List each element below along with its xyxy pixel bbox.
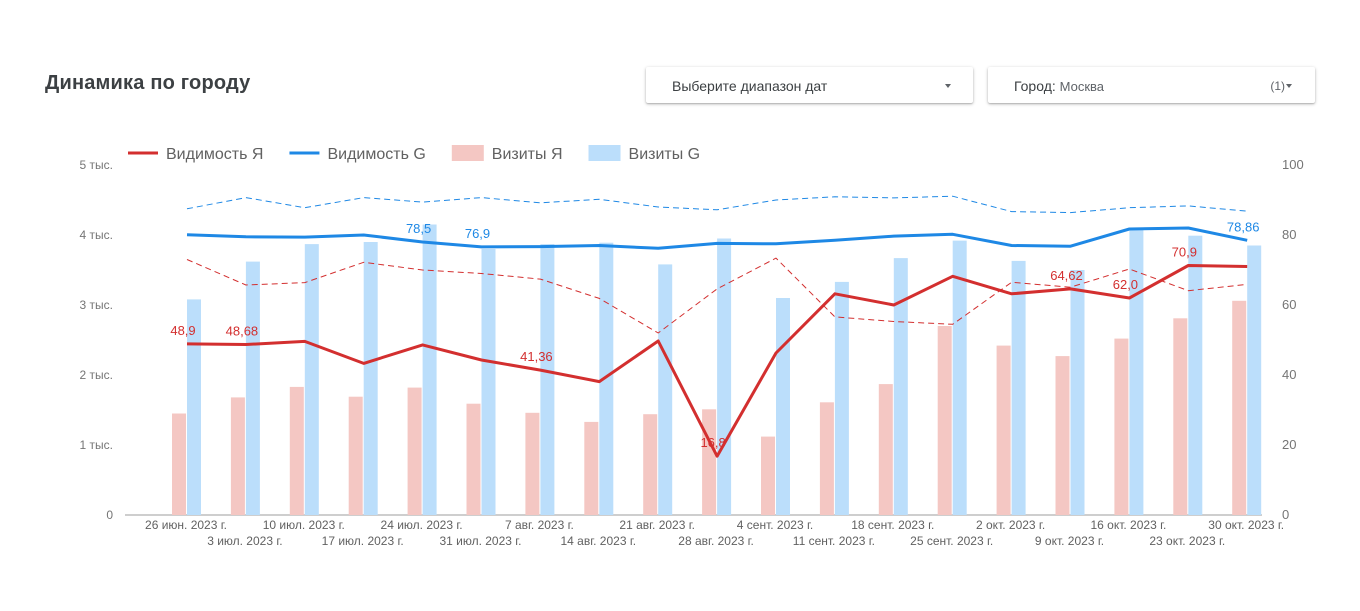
data-label: 41,36	[520, 349, 553, 364]
bar-visits-g	[1070, 270, 1085, 515]
x-tick-label: 24 июл. 2023 г.	[381, 518, 463, 532]
y-left-tick-label: 2 тыс.	[80, 368, 113, 382]
bar-visits-ya	[937, 326, 952, 515]
bar-visits-ya	[996, 345, 1011, 515]
bar-visits-ya	[1114, 338, 1129, 515]
bar-visits-g	[1188, 235, 1203, 515]
x-tick-label: 28 авг. 2023 г.	[678, 534, 754, 548]
bar-visits-g	[1011, 260, 1026, 515]
date-range-dropdown[interactable]: Выберите диапазон дат	[646, 67, 973, 103]
x-tick-label: 4 сент. 2023 г.	[737, 518, 813, 532]
y-left-tick-label: 0	[106, 508, 113, 522]
bar-visits-ya	[761, 436, 775, 515]
bar-visits-g	[893, 258, 908, 515]
x-tick-label: 30 окт. 2023 г.	[1208, 518, 1284, 532]
bar-visits-ya	[1173, 318, 1188, 515]
y-right-tick-label: 0	[1282, 507, 1289, 522]
x-tick-label: 14 авг. 2023 г.	[561, 534, 637, 548]
legend-label: Видимость Я	[166, 146, 263, 163]
bar-visits-g	[481, 249, 496, 515]
line-visibility-g	[186, 226, 1248, 250]
bar-visits-ya	[643, 414, 658, 515]
data-label: 78,86	[1227, 219, 1260, 234]
bar-visits-ya	[466, 403, 481, 515]
y-right-tick-label: 20	[1282, 437, 1296, 452]
x-tick-label: 9 окт. 2023 г.	[1035, 534, 1104, 548]
legend-label: Визиты G	[629, 146, 701, 163]
city-filter-label: Город	[1014, 78, 1052, 94]
city-filter-value: Москва	[1059, 79, 1105, 94]
bar-visits-g	[834, 281, 849, 515]
y-left-tick-label: 3 тыс.	[80, 298, 113, 312]
y-right-tick-label: 60	[1282, 297, 1296, 312]
bar-visits-g	[363, 242, 378, 515]
bar-visits-ya	[525, 412, 540, 515]
bar-visits-g	[658, 264, 673, 515]
city-filter-count: (1)	[1270, 79, 1285, 93]
data-label: 48,68	[226, 324, 259, 339]
bar-visits-g	[1129, 228, 1144, 515]
bar-visits-g	[540, 244, 555, 515]
bar-visits-ya	[1232, 300, 1247, 515]
legend-label: Видимость G	[327, 146, 425, 163]
x-tick-label: 7 авг. 2023 г.	[505, 518, 574, 532]
bar-visits-g	[952, 240, 967, 515]
bar-visits-g	[1247, 245, 1262, 515]
bar-visits-g	[599, 242, 614, 515]
bar-visits-g	[717, 238, 732, 515]
y-left-tick-label: 1 тыс.	[80, 438, 113, 452]
bar-visits-ya	[702, 409, 717, 515]
x-tick-label: 17 июл. 2023 г.	[322, 534, 404, 548]
city-filter-dropdown[interactable]: Город: Москва (1)	[988, 67, 1315, 103]
x-tick-label: 26 июн. 2023 г.	[145, 518, 227, 532]
dashed-trend-line	[186, 257, 1248, 334]
data-label: 76,9	[465, 226, 490, 241]
data-label: 16,8	[700, 435, 725, 450]
bar-visits-ya	[289, 386, 304, 515]
legend-box-swatch	[588, 145, 621, 161]
date-range-label: Выберите диапазон дат	[672, 78, 828, 94]
chart-title: Динамика по городу	[45, 72, 251, 94]
bar-visits-ya	[584, 421, 599, 515]
bar-visits-ya	[230, 397, 245, 515]
data-label: 48,9	[170, 323, 195, 338]
y-right-tick-label: 40	[1282, 367, 1296, 382]
legend-label: Визиты Я	[492, 146, 563, 163]
legend-box-swatch	[451, 145, 484, 161]
data-label: 64,62	[1050, 268, 1083, 283]
dashed-trend-line	[186, 195, 1248, 214]
y-left-tick-label: 5 тыс.	[80, 158, 113, 172]
bar-visits-ya	[819, 402, 834, 515]
x-tick-label: 16 окт. 2023 г.	[1090, 518, 1166, 532]
line-visibility-ya	[186, 264, 1248, 458]
bar-visits-ya	[878, 384, 893, 515]
y-right-tick-label: 80	[1282, 227, 1296, 242]
x-tick-label: 25 сент. 2023 г.	[910, 534, 993, 548]
bar-visits-ya	[172, 413, 186, 515]
bar-visits-g	[422, 224, 437, 515]
data-label: 78,5	[406, 221, 431, 236]
x-tick-label: 11 сент. 2023 г.	[793, 534, 875, 548]
chevron-down-icon	[945, 84, 951, 88]
x-tick-label: 3 июл. 2023 г.	[207, 534, 282, 548]
x-tick-label: 18 сент. 2023 г.	[851, 518, 934, 532]
x-tick-label: 21 авг. 2023 г.	[619, 518, 695, 532]
x-tick-label: 10 июл. 2023 г.	[263, 518, 345, 532]
data-label: 62,0	[1113, 277, 1138, 292]
bar-visits-g	[187, 299, 201, 515]
bar-visits-g	[776, 298, 790, 515]
bar-visits-g	[304, 244, 319, 515]
x-tick-label: 23 окт. 2023 г.	[1149, 534, 1225, 548]
y-left-tick-label: 4 тыс.	[80, 228, 113, 242]
bar-visits-ya	[1055, 356, 1070, 515]
bar-visits-ya	[407, 387, 422, 515]
x-tick-label: 2 окт. 2023 г.	[976, 518, 1045, 532]
y-right-tick-label: 100	[1282, 157, 1304, 172]
chevron-down-icon	[1286, 84, 1292, 88]
bar-visits-ya	[348, 396, 363, 515]
data-label: 70,9	[1172, 244, 1197, 259]
x-tick-label: 31 июл. 2023 г.	[439, 534, 521, 548]
bar-visits-g	[245, 261, 260, 515]
